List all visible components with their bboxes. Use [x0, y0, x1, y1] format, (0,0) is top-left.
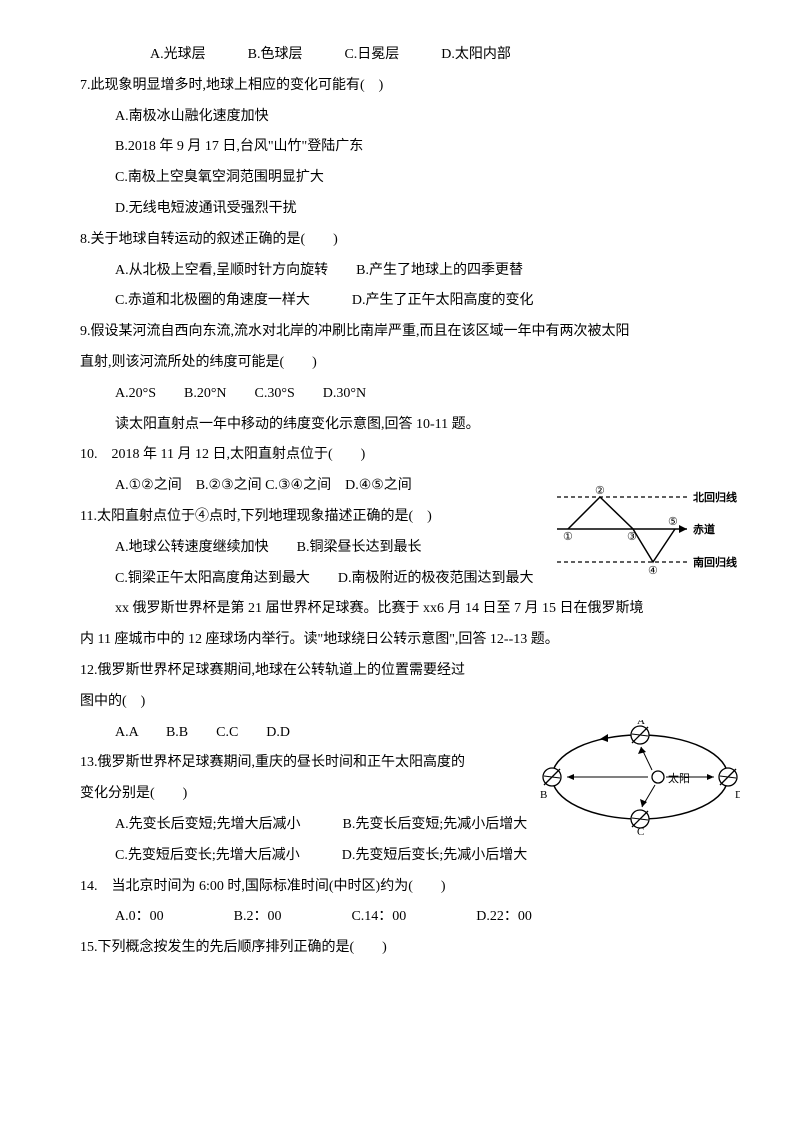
- q9-line2: 直射,则该河流所处的纬度可能是( ): [80, 348, 720, 379]
- subsolar-latitude-diagram: ① ② ③ ④ ⑤ 北回归线 赤道 南回归线: [555, 482, 740, 577]
- point-3-label: ③: [627, 531, 637, 543]
- equator-label: 赤道: [693, 522, 715, 536]
- q7-option-c: C.南极上空臭氧空洞范围明显扩大: [80, 163, 720, 194]
- position-c-label: C: [637, 826, 644, 835]
- position-b-label: B: [540, 789, 547, 801]
- point-5-label: ⑤: [668, 516, 678, 528]
- q14-options: A.0：00 B.2：00 C.14：00 D.22：00: [80, 902, 720, 933]
- reading-prompt-2-line2: 内 11 座城市中的 12 座球场内举行。读"地球绕日公转示意图",回答 12-…: [80, 625, 720, 656]
- exam-page: A.光球层 B.色球层 C.日冕层 D.太阳内部 7.此现象明显增多时,地球上相…: [0, 0, 800, 1004]
- q7-option-a: A.南极冰山融化速度加快: [80, 102, 720, 133]
- position-d-icon: [719, 768, 737, 786]
- q8: 8.关于地球自转运动的叙述正确的是( ): [80, 225, 720, 256]
- q6-options: A.光球层 B.色球层 C.日冕层 D.太阳内部: [80, 40, 720, 71]
- earth-orbit-diagram: 太阳 A B C: [540, 720, 740, 835]
- q12-line1: 12.俄罗斯世界杯足球赛期间,地球在公转轨道上的位置需要经过: [80, 656, 720, 687]
- position-a-icon: [631, 726, 649, 744]
- north-tropic-label: 北回归线: [693, 490, 737, 504]
- south-tropic-label: 南回归线: [693, 555, 737, 569]
- position-d-label: D: [735, 789, 740, 801]
- point-2-label: ②: [595, 485, 605, 497]
- q9-options: A.20°S B.20°N C.30°S D.30°N: [80, 379, 720, 410]
- q7: 7.此现象明显增多时,地球上相应的变化可能有( ): [80, 71, 720, 102]
- reading-prompt-1: 读太阳直射点一年中移动的纬度变化示意图,回答 10-11 题。: [80, 410, 720, 441]
- q10: 10. 2018 年 11 月 12 日,太阳直射点位于( ): [80, 440, 720, 471]
- q7-option-d: D.无线电短波通讯受强烈干扰: [80, 194, 720, 225]
- q7-option-b: B.2018 年 9 月 17 日,台风"山竹"登陆广东: [80, 132, 720, 163]
- reading-prompt-2-line1: xx 俄罗斯世界杯是第 21 届世界杯足球赛。比赛于 xx6 月 14 日至 7…: [80, 594, 720, 625]
- position-a-label: A: [637, 720, 645, 727]
- q12-line2: 图中的( ): [80, 687, 720, 718]
- sun-label: 太阳: [668, 772, 690, 785]
- q14: 14. 当北京时间为 6:00 时,国际标准时间(中时区)约为( ): [80, 872, 720, 903]
- point-1-label: ①: [563, 531, 573, 543]
- q9-line1: 9.假设某河流自西向东流,流水对北岸的冲刷比南岸严重,而且在该区域一年中有两次被…: [80, 317, 720, 348]
- q8-options-cd: C.赤道和北极圈的角速度一样大 D.产生了正午太阳高度的变化: [80, 286, 720, 317]
- point-4-label: ④: [648, 565, 658, 577]
- q15: 15.下列概念按发生的先后顺序排列正确的是( ): [80, 933, 720, 964]
- position-b-icon: [543, 768, 561, 786]
- q8-options-ab: A.从北极上空看,呈顺时针方向旋转 B.产生了地球上的四季更替: [80, 256, 720, 287]
- q13-options-cd: C.先变短后变长;先增大后减小 D.先变短后变长;先减小后增大: [80, 841, 720, 872]
